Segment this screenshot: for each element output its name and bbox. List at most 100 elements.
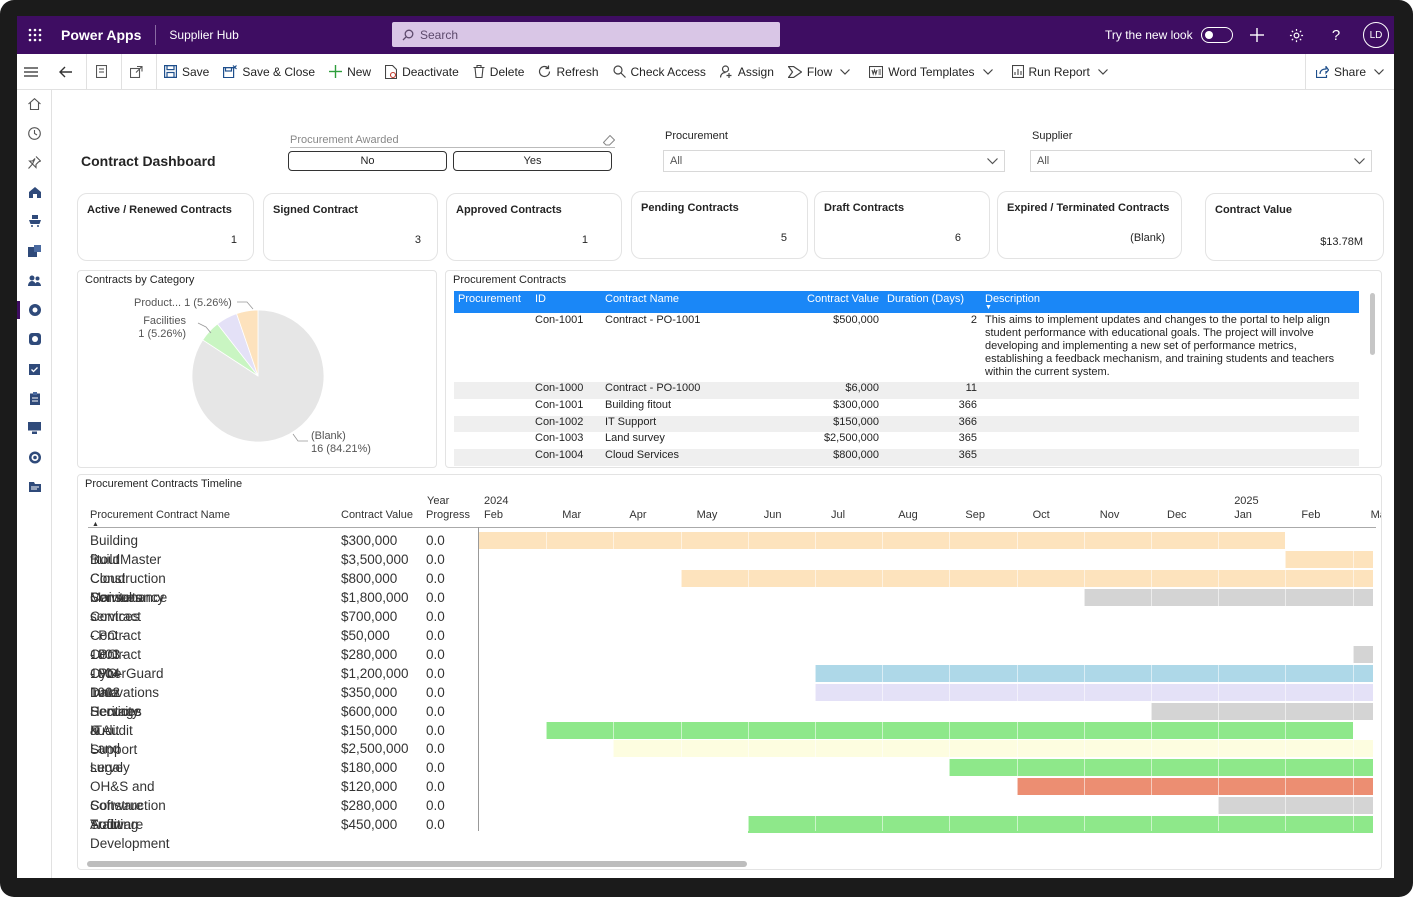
- tracking-icon[interactable]: [17, 328, 52, 350]
- table-scrollbar[interactable]: [1370, 293, 1375, 355]
- card-active-renewed[interactable]: Active / Renewed Contracts 1: [77, 193, 254, 261]
- cell-procurement: [454, 399, 531, 416]
- app-launcher-icon[interactable]: [17, 16, 53, 54]
- timeline-gridline: [1151, 528, 1152, 831]
- back-icon[interactable]: [50, 54, 86, 90]
- table-row[interactable]: Con-1000 Contract - PO-1000 $6,000 11: [454, 382, 1359, 399]
- brand-name[interactable]: Power Apps: [61, 25, 157, 45]
- try-new-look[interactable]: Try the new look: [1105, 16, 1233, 54]
- col-header-procurement[interactable]: Procurement: [454, 291, 531, 313]
- timeline-bar[interactable]: [815, 664, 1373, 682]
- card-draft[interactable]: Draft Contracts 6: [814, 191, 990, 259]
- avatar[interactable]: LD: [1363, 22, 1389, 48]
- timeline-bar[interactable]: [1218, 797, 1373, 815]
- share-button[interactable]: Share: [1304, 54, 1394, 90]
- save-icon: [164, 65, 177, 78]
- cell-id: Con-1001: [535, 314, 584, 326]
- recent-icon[interactable]: [17, 122, 52, 144]
- cart-icon[interactable]: [17, 210, 52, 232]
- table-row[interactable]: Con-1001 Contract - PO-1001 $500,000 2 This …: [454, 313, 1359, 382]
- flow-button[interactable]: Flow: [781, 54, 862, 90]
- timeline-col-progress-2[interactable]: Progress: [426, 509, 471, 521]
- card-signed[interactable]: Signed Contract 3: [263, 193, 438, 261]
- col-header-duration[interactable]: Duration (Days): [883, 291, 981, 313]
- save-button[interactable]: Save: [157, 54, 216, 90]
- timeline-bar[interactable]: [1083, 588, 1373, 606]
- home-icon[interactable]: [17, 93, 52, 115]
- timeline-bar[interactable]: [1016, 778, 1373, 796]
- deactivate-button[interactable]: Deactivate: [378, 54, 466, 90]
- contracts-icon[interactable]: [17, 240, 52, 262]
- folder-icon[interactable]: [17, 476, 52, 498]
- help-icon[interactable]: ?: [1331, 26, 1341, 44]
- timeline-gridline: [680, 528, 682, 831]
- form-view-icon[interactable]: [87, 54, 121, 90]
- monitor-icon[interactable]: [17, 417, 52, 439]
- dashboard-icon[interactable]: [17, 299, 52, 321]
- col-header-description[interactable]: Description ▼: [981, 291, 1359, 313]
- timeline-bar[interactable]: [747, 816, 1373, 834]
- timeline-bar[interactable]: [1285, 550, 1373, 568]
- check-access-button[interactable]: Check Access: [606, 54, 713, 90]
- timeline-month-label: Mar: [562, 509, 582, 521]
- procurement-contracts-table: Procurement ID Contract Name Contract Va…: [454, 291, 1359, 466]
- app-name[interactable]: Supplier Hub: [169, 28, 239, 42]
- suppliers-icon[interactable]: [17, 181, 52, 203]
- pie-slice-product[interactable]: [236, 309, 259, 377]
- new-look-toggle[interactable]: [1200, 27, 1233, 43]
- cell-procurement: [454, 449, 531, 466]
- refresh-button[interactable]: Refresh: [531, 54, 605, 90]
- open-new-window-icon[interactable]: [122, 54, 156, 90]
- search-input[interactable]: Search: [392, 22, 780, 47]
- awarded-no-button[interactable]: No: [288, 151, 447, 171]
- table-row[interactable]: Con-1004 Cloud Services $800,000 365: [454, 449, 1359, 466]
- target-icon[interactable]: [17, 446, 52, 468]
- hamburger-icon[interactable]: [17, 54, 50, 90]
- card-pending[interactable]: Pending Contracts 5: [631, 191, 808, 259]
- timeline-bar[interactable]: [546, 721, 1353, 739]
- gear-icon[interactable]: [1281, 16, 1311, 54]
- assign-button[interactable]: Assign: [713, 54, 781, 90]
- timeline-bar[interactable]: [1151, 702, 1373, 720]
- cell-duration: 2: [970, 314, 977, 326]
- card-expired-terminated[interactable]: Expired / Terminated Contracts (Blank): [997, 191, 1182, 259]
- card-approved[interactable]: Approved Contracts 1: [446, 193, 622, 261]
- timeline-bar[interactable]: [680, 569, 1373, 587]
- col-header-id[interactable]: ID: [531, 291, 601, 313]
- col-header-contract-name[interactable]: Contract Name: [601, 291, 736, 313]
- timeline-gridline: [1285, 528, 1287, 831]
- supplier-dropdown[interactable]: All: [1030, 150, 1372, 172]
- delete-button[interactable]: Delete: [466, 54, 532, 90]
- timeline-bar[interactable]: [949, 759, 1373, 777]
- timeline-gridline: [1352, 528, 1354, 831]
- clipboard-icon[interactable]: [17, 387, 52, 409]
- procurement-dropdown[interactable]: All: [663, 150, 1005, 172]
- tasks-icon[interactable]: [17, 358, 52, 380]
- run-report-button[interactable]: Run Report: [1005, 54, 1120, 90]
- table-row[interactable]: Con-1003 Land survey $2,500,000 365: [454, 432, 1359, 449]
- timeline-horizontal-scrollbar[interactable]: [87, 861, 747, 867]
- plus-icon[interactable]: [1242, 16, 1272, 54]
- timeline-name-cell: Contract - PO-1002: [90, 646, 142, 700]
- new-button[interactable]: New: [322, 54, 378, 90]
- table-row[interactable]: Con-1002 IT Support $150,000 366: [454, 415, 1359, 433]
- timeline-col-name[interactable]: Procurement Contract Name: [90, 509, 230, 521]
- card-contract-value[interactable]: Contract Value $13.78M: [1205, 193, 1384, 261]
- awarded-yes-button[interactable]: Yes: [453, 151, 612, 171]
- timeline-bar[interactable]: [815, 683, 1373, 701]
- cell-id: Con-1002: [531, 415, 601, 433]
- eraser-icon[interactable]: [603, 135, 615, 146]
- word-templates-button[interactable]: Word Templates: [862, 54, 1004, 90]
- timeline-name-cell: Contract - PO - 1004: [90, 627, 142, 681]
- timeline-name-cell: Building fitout: [90, 533, 139, 567]
- col-header-contract-value[interactable]: Contract Value: [736, 291, 883, 313]
- pin-icon[interactable]: [17, 151, 52, 173]
- timeline-bar[interactable]: [613, 740, 1373, 758]
- timeline-col-progress-1[interactable]: Year: [427, 495, 450, 507]
- people-icon[interactable]: [17, 269, 52, 291]
- timeline-bar[interactable]: [1352, 645, 1373, 663]
- cell-contract-value: $800,000: [736, 449, 883, 466]
- timeline-col-value[interactable]: Contract Value: [341, 509, 413, 521]
- table-row[interactable]: Con-1001 Building fitout $300,000 366: [454, 399, 1359, 416]
- save-close-button[interactable]: Save & Close: [216, 54, 322, 90]
